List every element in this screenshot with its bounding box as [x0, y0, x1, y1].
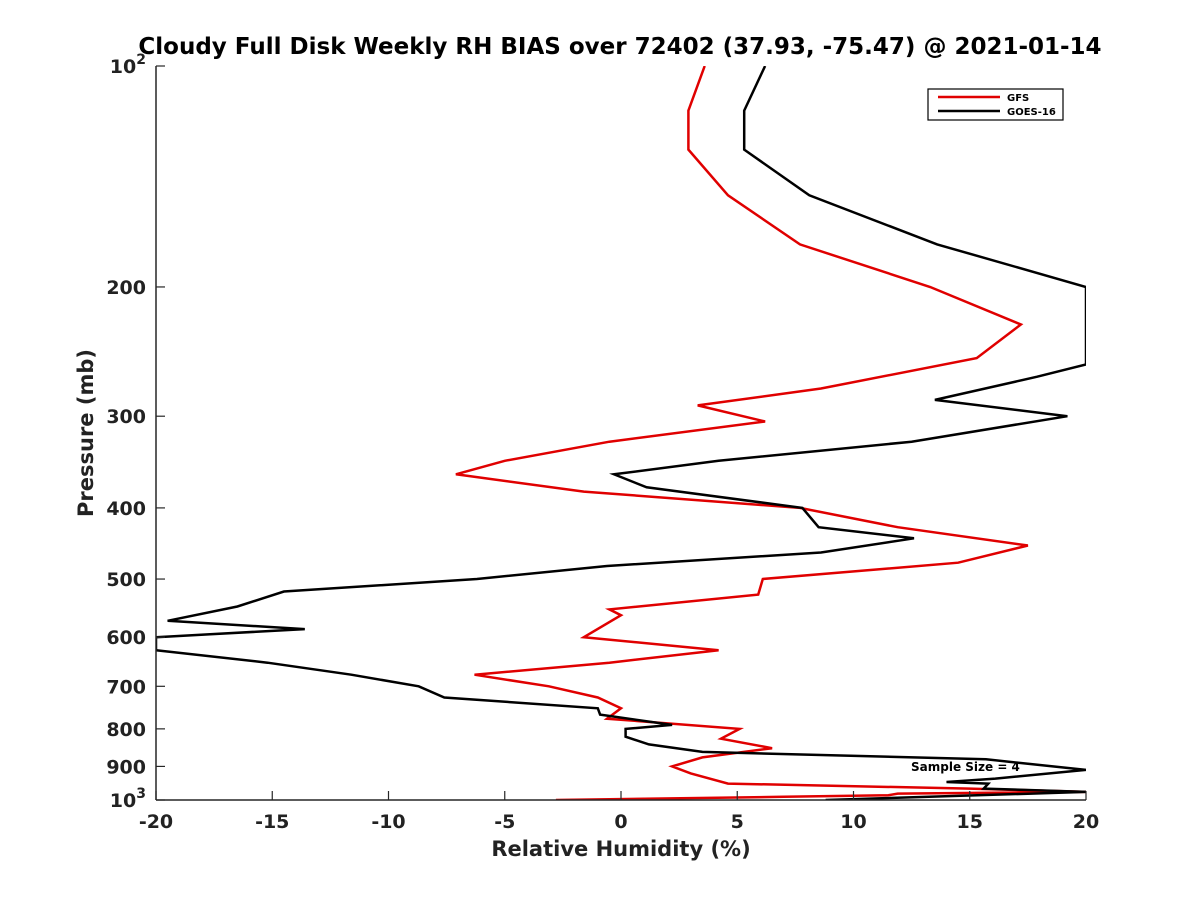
- y-tick-label: 700: [106, 676, 146, 698]
- legend: GFS GOES-16: [927, 88, 1064, 121]
- y-tick-label: 500: [106, 569, 146, 591]
- x-tick-label: 20: [1073, 811, 1099, 833]
- y-tick-label: 300: [106, 406, 146, 428]
- y-tick-label: 102: [110, 52, 146, 78]
- y-tick-label: 900: [106, 756, 146, 778]
- y-tick-label: 103: [110, 786, 146, 812]
- legend-box: [927, 88, 1064, 121]
- x-tick-label: -15: [255, 811, 289, 833]
- y-tick-label: 200: [106, 277, 146, 299]
- legend-label-goes16: GOES-16: [1007, 107, 1056, 118]
- y-tick-label: 800: [106, 719, 146, 741]
- x-tick-label: 15: [957, 811, 983, 833]
- x-tick-label: 5: [731, 811, 744, 833]
- series-line-goes-16: [156, 66, 1086, 800]
- y-tick-label: 600: [106, 627, 146, 649]
- chart-title: Cloudy Full Disk Weekly RH BIAS over 724…: [138, 34, 1101, 60]
- legend-label-gfs: GFS: [1007, 93, 1029, 104]
- x-axis-ticks: -20 -15 -10 -5 0 5 10 15 20: [139, 791, 1099, 833]
- y-axis-ticks: 102 200 300 400 500 600 700 800 900 103: [106, 52, 165, 812]
- x-tick-label: 10: [840, 811, 866, 833]
- sample-size-annotation: Sample Size = 4: [911, 760, 1020, 774]
- x-axis-label: Relative Humidity (%): [491, 837, 750, 861]
- series-layer: [156, 66, 1086, 800]
- x-tick-label: -10: [371, 811, 405, 833]
- y-tick-label: 400: [106, 498, 146, 520]
- y-axis-label: Pressure (mb): [74, 349, 98, 517]
- series-line-gfs: [455, 66, 1086, 800]
- x-tick-label: -5: [494, 811, 515, 833]
- x-tick-label: -20: [139, 811, 173, 833]
- x-tick-label: 0: [614, 811, 627, 833]
